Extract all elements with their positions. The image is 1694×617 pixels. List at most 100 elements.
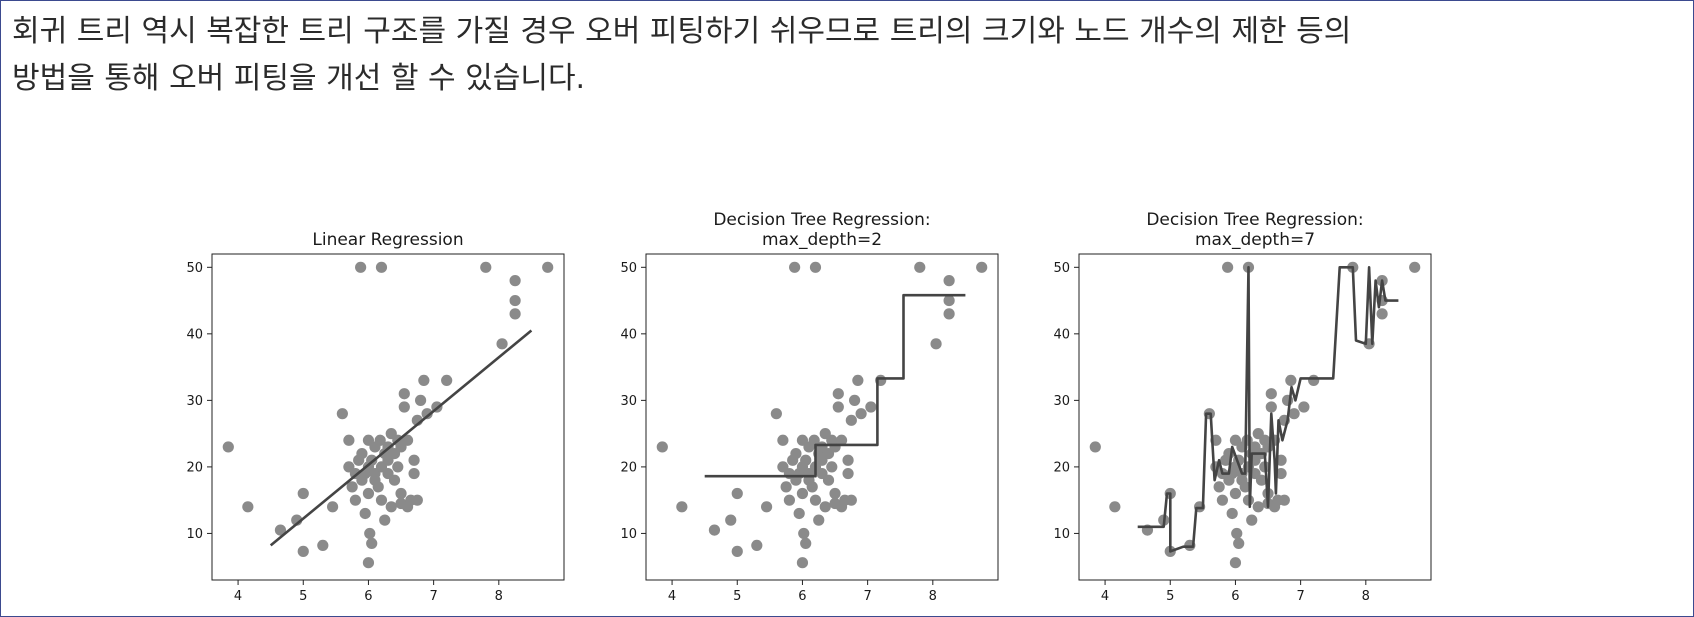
data-point bbox=[401, 434, 414, 446]
data-point bbox=[943, 294, 955, 307]
x-tick-label: 6 bbox=[364, 589, 372, 604]
data-point bbox=[796, 557, 809, 569]
data-point bbox=[832, 388, 844, 400]
data-point bbox=[914, 261, 926, 273]
y-tick-label: 40 bbox=[1053, 327, 1070, 342]
data-point bbox=[408, 454, 420, 466]
data-point bbox=[770, 408, 782, 420]
data-point bbox=[1265, 401, 1277, 413]
data-point bbox=[408, 467, 420, 480]
chart-panel-1: Linear Regression 4 5 6 7 8 10 20 30 40 50 bbox=[186, 230, 565, 604]
data-point bbox=[372, 481, 384, 493]
x-tick-label: 7 bbox=[429, 589, 437, 604]
data-point bbox=[1308, 374, 1320, 387]
chart-title-line: Linear Regression bbox=[312, 230, 463, 250]
data-point bbox=[336, 408, 348, 420]
x-tick-label: 4 bbox=[234, 589, 242, 604]
y-tick-label: 30 bbox=[620, 394, 637, 409]
data-point bbox=[798, 527, 810, 540]
data-point bbox=[1229, 557, 1242, 569]
regression-line bbox=[269, 329, 533, 547]
data-point bbox=[845, 414, 857, 426]
data-point bbox=[1231, 527, 1243, 540]
description-paragraph: 회귀 트리 역시 복잡한 트리 구조를 가질 경우 오버 피팅하기 쉬우므로 트… bbox=[12, 8, 1684, 102]
data-point bbox=[835, 434, 848, 446]
x-tick-label: 6 bbox=[798, 589, 806, 604]
data-point bbox=[374, 434, 386, 446]
chart-title-line: Decision Tree Regression: bbox=[1146, 210, 1363, 230]
y-tick-label: 30 bbox=[186, 394, 203, 409]
data-point bbox=[789, 261, 801, 273]
data-point bbox=[852, 374, 864, 387]
data-point bbox=[842, 467, 854, 480]
data-point bbox=[806, 481, 818, 493]
y-tick-label: 40 bbox=[186, 327, 203, 342]
data-point bbox=[274, 524, 287, 536]
data-point bbox=[317, 539, 329, 552]
data-point bbox=[388, 474, 401, 486]
y-tick-label: 40 bbox=[620, 327, 637, 342]
data-point bbox=[808, 434, 820, 446]
data-point bbox=[777, 434, 789, 446]
data-point bbox=[480, 261, 492, 273]
data-point bbox=[796, 487, 809, 500]
x-tick-label: 8 bbox=[929, 589, 937, 604]
chart-title-line: max_depth=7 bbox=[1195, 230, 1315, 250]
data-point bbox=[509, 275, 521, 287]
data-point bbox=[1265, 388, 1277, 400]
data-point bbox=[848, 394, 861, 406]
data-point bbox=[976, 261, 988, 273]
data-point bbox=[496, 338, 508, 350]
data-point bbox=[800, 537, 812, 550]
paragraph-line-2: 방법을 통해 오버 피팅을 개선 할 수 있습니다. bbox=[12, 61, 586, 96]
data-point bbox=[346, 481, 358, 493]
data-point bbox=[800, 454, 812, 466]
data-point bbox=[398, 401, 410, 413]
data-point bbox=[1239, 481, 1251, 493]
axes-frame bbox=[645, 253, 999, 581]
data-point bbox=[751, 539, 763, 552]
data-point bbox=[731, 545, 743, 557]
data-point bbox=[326, 501, 339, 513]
data-point bbox=[1246, 514, 1258, 526]
data-point bbox=[725, 514, 737, 526]
data-point bbox=[1376, 308, 1388, 320]
data-point bbox=[783, 494, 796, 506]
data-point bbox=[822, 474, 835, 486]
y-tick-label: 30 bbox=[1053, 394, 1070, 409]
data-point bbox=[392, 461, 404, 473]
data-point bbox=[1229, 487, 1242, 500]
data-point bbox=[1409, 261, 1421, 273]
data-point bbox=[1089, 441, 1101, 453]
data-point bbox=[222, 441, 234, 453]
y-tick-label: 10 bbox=[1053, 527, 1070, 542]
regression-line bbox=[1137, 266, 1399, 553]
data-point bbox=[943, 275, 955, 287]
data-point bbox=[1252, 501, 1264, 513]
data-point bbox=[418, 374, 430, 387]
data-point bbox=[1213, 481, 1225, 493]
data-point bbox=[842, 454, 854, 466]
data-point bbox=[760, 501, 773, 513]
data-point bbox=[1226, 507, 1238, 520]
data-point bbox=[411, 494, 423, 506]
data-point bbox=[375, 494, 388, 506]
y-tick-label: 50 bbox=[620, 261, 637, 276]
data-point bbox=[421, 408, 433, 420]
data-point bbox=[813, 514, 825, 526]
data-point bbox=[731, 487, 743, 500]
data-point bbox=[395, 487, 407, 500]
data-point bbox=[930, 338, 942, 350]
data-point bbox=[1233, 537, 1245, 550]
data-point bbox=[790, 447, 802, 460]
chart-title-line: max_depth=2 bbox=[762, 230, 882, 250]
data-point bbox=[1109, 501, 1121, 513]
data-point bbox=[1222, 261, 1234, 273]
data-point bbox=[1285, 374, 1297, 387]
data-point bbox=[242, 501, 254, 513]
data-point bbox=[509, 308, 521, 320]
x-tick-label: 4 bbox=[1101, 589, 1109, 604]
data-point bbox=[845, 494, 857, 506]
data-point bbox=[362, 487, 375, 500]
